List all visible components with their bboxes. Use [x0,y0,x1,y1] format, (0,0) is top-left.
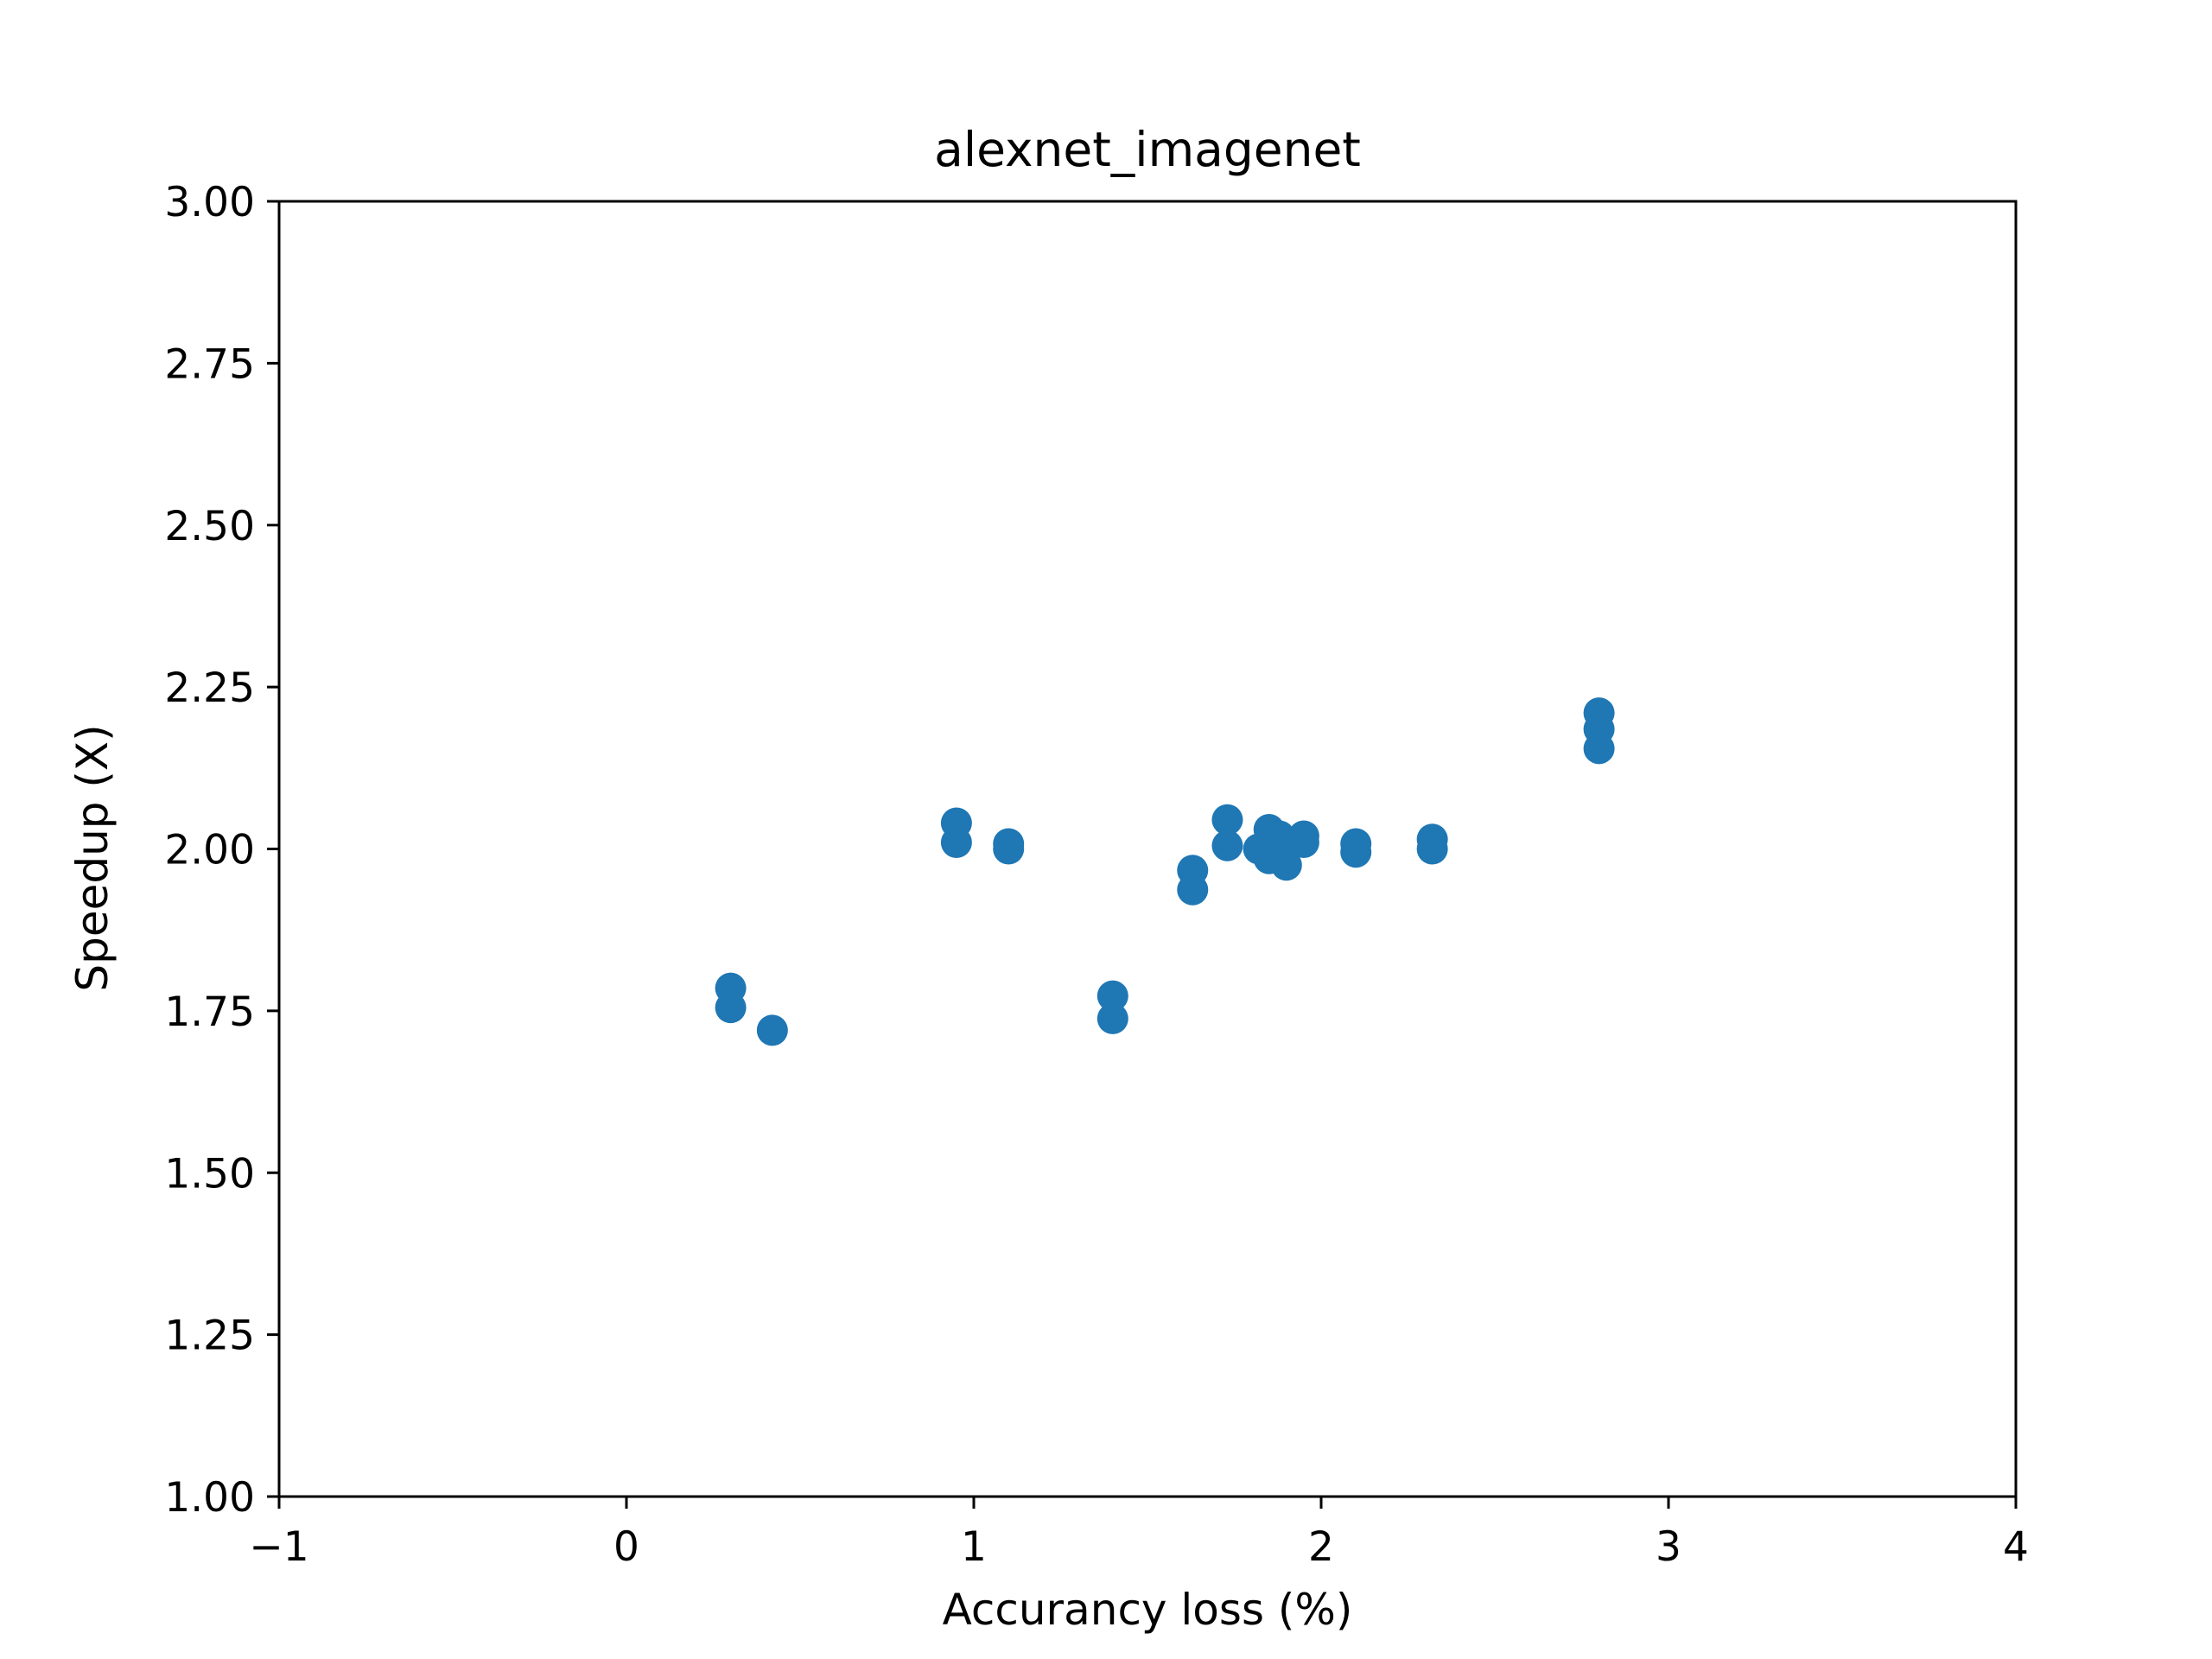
y-axis-label: Speedup (X) [67,724,118,991]
y-tick-label: 1.00 [164,1474,255,1522]
x-tick-label: 3 [1656,1523,1681,1571]
y-tick-label: 2.00 [164,827,255,874]
chart-title: alexnet_imagenet [934,122,1361,177]
data-point [715,992,747,1024]
y-tick-label: 1.75 [164,988,255,1036]
y-tick-label: 2.50 [164,503,255,550]
data-point [1211,830,1243,861]
data-point [1096,980,1128,1012]
data-point [1270,849,1302,881]
data-point [1177,874,1209,906]
data-point [1340,836,1372,868]
points-layer [715,697,1615,1046]
data-point [940,827,972,859]
x-axis: −1 0 1 2 3 4 [249,1497,2029,1571]
data-point [1416,833,1448,865]
y-tick-label: 2.75 [164,340,255,388]
data-point [1287,827,1319,859]
y-tick-label: 1.25 [164,1313,255,1360]
data-point [993,833,1025,865]
x-tick-label: −1 [249,1523,308,1571]
x-axis-label: Accurancy loss (%) [943,1585,1353,1635]
x-tick-label: 0 [613,1523,639,1571]
x-tick-label: 2 [1308,1523,1334,1571]
x-tick-label: 4 [2003,1523,2029,1571]
data-point [756,1014,788,1046]
data-point [1096,1002,1128,1034]
data-point [1211,804,1243,836]
y-tick-label: 3.00 [164,179,255,226]
y-tick-label: 2.25 [164,664,255,712]
y-tick-label: 1.50 [164,1150,255,1198]
y-axis: 1.00 1.25 1.50 1.75 2.00 2.25 2.50 2.75 3.00 [164,179,279,1522]
x-tick-label: 1 [961,1523,987,1571]
data-point [1583,733,1615,765]
